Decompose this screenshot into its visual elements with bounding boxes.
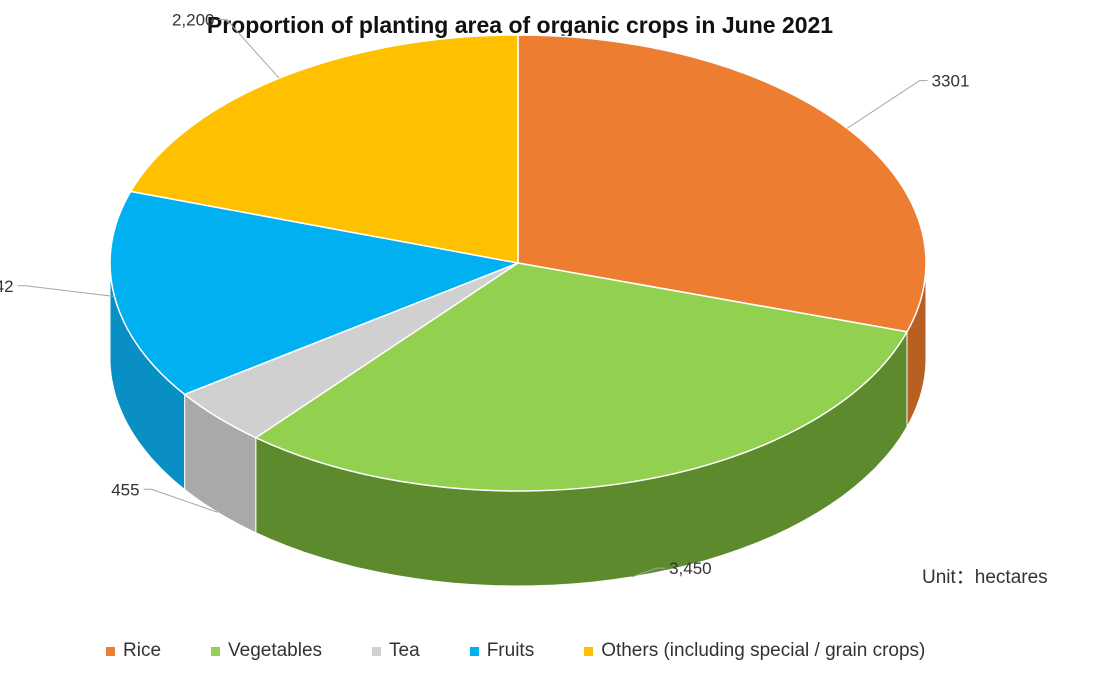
unit-note: Unit：hectares: [922, 567, 1048, 588]
leader-line: [846, 80, 928, 129]
data-label: 3301: [932, 72, 970, 91]
pie-slice-fruits: [109, 190, 521, 396]
legend-label: Others (including special / grain crops): [601, 640, 926, 661]
legend-item: Tea: [372, 640, 420, 662]
data-label: 2,200: [172, 11, 215, 30]
data-label: 3,450: [669, 559, 712, 578]
pie-slices: [109, 34, 927, 492]
data-label: 1,642: [0, 277, 14, 296]
legend-label: Rice: [123, 640, 162, 661]
leader-line: [218, 19, 280, 79]
legend-swatch: [584, 646, 594, 656]
pie-slice-rice: [517, 34, 927, 333]
leader-line: [631, 567, 666, 578]
legend-item: Vegetables: [211, 640, 322, 662]
legend-swatch: [372, 646, 382, 656]
legend-label: Vegetables: [228, 640, 323, 661]
data-labels: 3301 3,450 455 1,642 2,200: [0, 11, 969, 579]
legend-label: Fruits: [486, 640, 535, 661]
legend-item: Fruits: [469, 640, 535, 662]
legend: Rice Vegetables Tea Fruits Others (including…: [106, 640, 925, 662]
legend-item: Others (including special / grain crops): [584, 640, 925, 662]
legend-swatch: [211, 646, 221, 656]
legend-swatch: [106, 646, 115, 656]
pie-slice-vegetables: [254, 262, 909, 492]
data-label: 455: [111, 480, 139, 499]
legend-swatch: [469, 646, 479, 656]
legend-label: Tea: [389, 640, 420, 661]
leader-line: [17, 285, 115, 297]
pie-slice-others: [129, 34, 519, 264]
chart-title: Proportion of planting area of organic c…: [206, 12, 834, 38]
leader-lines: [17, 19, 928, 578]
leader-line: [143, 488, 218, 513]
legend-item: Rice: [106, 640, 161, 662]
